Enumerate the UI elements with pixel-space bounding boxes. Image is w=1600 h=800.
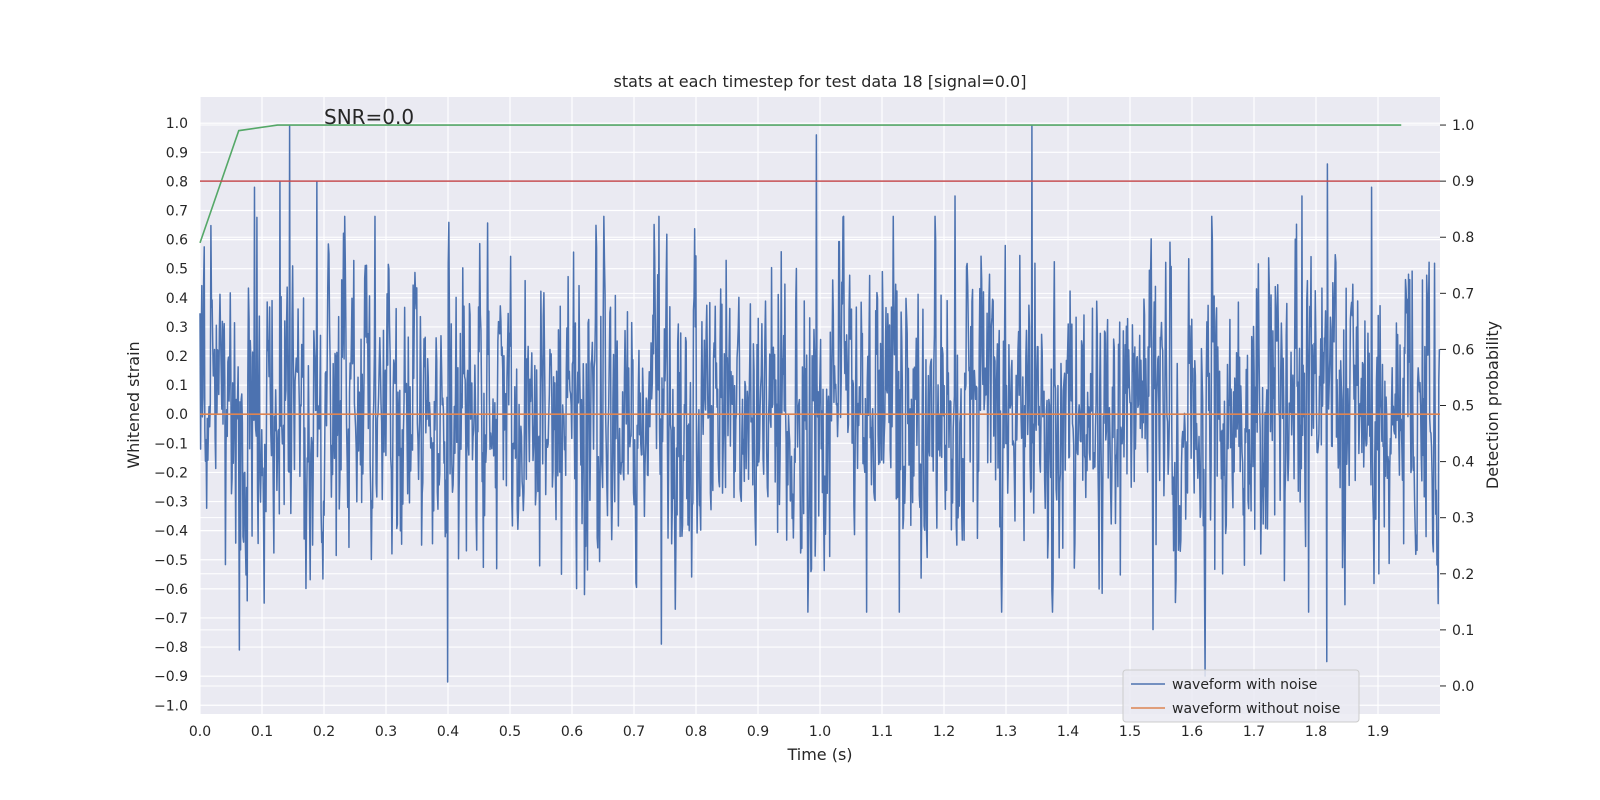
x-tick-label: 1.9 xyxy=(1367,724,1389,740)
y-tick-label: −0.7 xyxy=(154,611,188,627)
y-tick-label: 0.9 xyxy=(166,145,188,161)
y-tick-label: 0.4 xyxy=(166,291,188,307)
x-tick-label: 0.4 xyxy=(437,724,459,740)
y-tick-label: 1.0 xyxy=(166,116,188,132)
y-tick-label: 0.3 xyxy=(166,320,188,336)
y-tick-label: −0.5 xyxy=(154,553,188,569)
y2-tick-label: 1.0 xyxy=(1452,118,1474,134)
y-tick-label: 0.7 xyxy=(166,204,188,220)
y2-tick-label: 0.6 xyxy=(1452,342,1474,358)
y2-tick-label: 0.2 xyxy=(1452,567,1474,583)
y-tick-label: 0.8 xyxy=(166,174,188,190)
x-tick-label: 0.9 xyxy=(747,724,769,740)
x-tick-label: 1.7 xyxy=(1243,724,1265,740)
x-tick-label: 1.8 xyxy=(1305,724,1327,740)
x-tick-label: 0.8 xyxy=(685,724,707,740)
legend-box xyxy=(1122,669,1360,723)
y-tick-label: −0.2 xyxy=(154,465,188,481)
x-tick-label: 1.4 xyxy=(1057,724,1079,740)
y-tick-label: −0.6 xyxy=(154,582,188,598)
x-tick-label: 0.1 xyxy=(251,724,273,740)
x-tick-label: 0.3 xyxy=(375,724,397,740)
x-tick-label: 1.3 xyxy=(995,724,1017,740)
y-tick-label: 0.0 xyxy=(166,407,188,423)
y2-tick-label: 0.1 xyxy=(1452,623,1474,639)
y-tick-label: −0.3 xyxy=(154,495,188,511)
snr-annotation: SNR=0.0 xyxy=(324,105,414,129)
series-waveform-with-noise xyxy=(199,125,1441,683)
y2-axis-label: Detection probability xyxy=(1483,321,1502,489)
x-tick-label: 0.7 xyxy=(623,724,645,740)
y-axis-label: Whitened strain xyxy=(124,341,143,468)
x-tick-label: 0.0 xyxy=(189,724,211,740)
x-tick-label: 0.2 xyxy=(313,724,335,740)
x-tick-label: 0.5 xyxy=(499,724,521,740)
y2-tick-label: 0.7 xyxy=(1452,286,1474,302)
x-tick-label: 1.2 xyxy=(933,724,955,740)
x-tick-label: 1.5 xyxy=(1119,724,1141,740)
y2-tick-label: 0.5 xyxy=(1452,399,1474,415)
x-tick-label: 1.1 xyxy=(871,724,893,740)
legend: waveform with noise waveform without noi… xyxy=(1122,669,1360,723)
y-tick-label: 0.5 xyxy=(166,262,188,278)
y-tick-label: −0.4 xyxy=(154,524,188,540)
series-detection-probability xyxy=(199,124,1402,244)
x-tick-label: 1.0 xyxy=(809,724,831,740)
y2-tick-label: 0.4 xyxy=(1452,455,1474,471)
y2-tick-label: 0.3 xyxy=(1452,511,1474,527)
y-tick-label: −0.8 xyxy=(154,640,188,656)
y2-tick-label: 0.0 xyxy=(1452,679,1474,695)
y-tick-label: −0.1 xyxy=(154,436,188,452)
x-axis-label: Time (s) xyxy=(786,745,852,764)
legend-label-clean: waveform without noise xyxy=(1172,701,1340,717)
chart-title: stats at each timestep for test data 18 … xyxy=(614,72,1027,91)
legend-label-noise: waveform with noise xyxy=(1172,677,1317,693)
y-tick-label: 0.1 xyxy=(166,378,188,394)
series-layer xyxy=(199,124,1441,683)
y-tick-label: −0.9 xyxy=(154,669,188,685)
y-tick-label: −1.0 xyxy=(154,698,188,714)
x-tick-label: 0.6 xyxy=(561,724,583,740)
x-tick-label: 1.6 xyxy=(1181,724,1203,740)
y2-tick-label: 0.9 xyxy=(1452,174,1474,190)
y-tick-label: 0.6 xyxy=(166,233,188,249)
tick-layer: 0.0 0.1 0.2 0.3 0.4 0.5 0.6 0.7 0.8 0.9 1.0 1.1 1.2 1… xyxy=(154,116,1474,740)
y-tick-label: 0.2 xyxy=(166,349,188,365)
y2-tick-label: 0.8 xyxy=(1452,230,1474,246)
